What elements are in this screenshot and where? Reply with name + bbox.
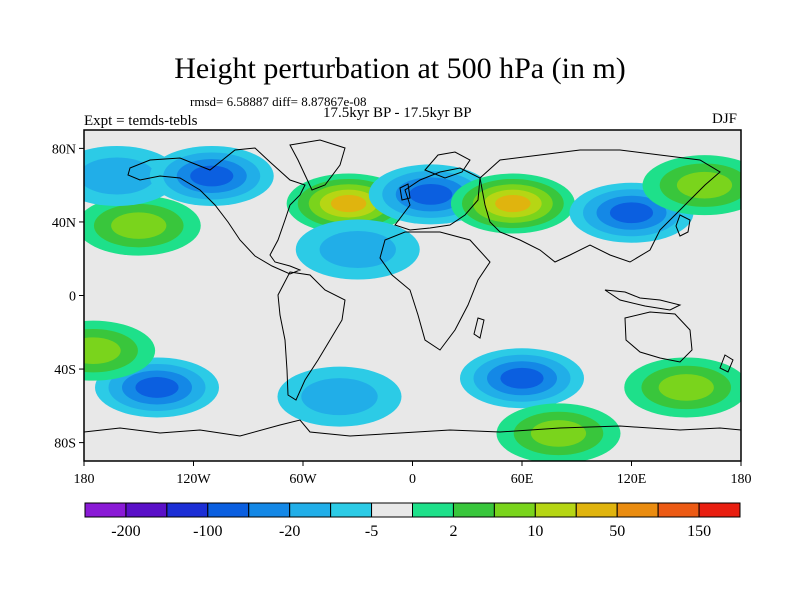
x-tick-label-0: 180 [74,472,95,487]
axes: 180 120W 60W 0 60E 120E 180 80N 40N 0 40S 80S [52,142,752,487]
colorbar-box-5 [289,502,332,518]
x-tick-label-4: 60E [511,472,534,487]
colorbar-box-12 [575,502,618,518]
anomaly-s-australia-high-level-2 [658,374,714,401]
colorbar-label-2: -20 [279,523,300,540]
colorbar-box-9 [452,502,495,518]
colorbar-box-6 [330,502,373,518]
colorbar-box-7 [371,502,413,518]
anomaly-s-indian-low-level-3 [500,367,544,389]
coastline-new-zealand [719,354,734,373]
anomaly-n-canada-low-level-3 [190,165,234,187]
colorbar-box-14 [657,502,700,518]
y-tick-label-3: 40S [54,363,76,378]
anomaly-n-atlantic-low-level-1 [319,231,396,269]
anomaly-n-pacific-band-level-2 [111,212,167,239]
period-label: 17.5kyr BP - 17.5kyr BP [323,105,472,121]
coastline-madagascar [473,317,485,339]
chart-title: Height perturbation at 500 hPa (in m) [174,52,626,85]
colorbar-label-0: -200 [111,523,140,540]
coastline-uk [399,183,411,201]
y-tick-label-4: 80S [54,437,76,452]
coastline-south-america [277,271,346,401]
coastline-greenland [289,139,346,191]
coastline-antarctica [84,419,741,437]
colorbar-box-1 [125,502,168,518]
y-tick-label-2: 0 [69,290,76,305]
colorbar-box-8 [412,502,454,518]
coastline-north-america [127,147,306,275]
colorbar-box-2 [166,502,209,518]
anomaly-s-pacific-low-level-3 [135,377,179,398]
colorbar-box-15 [698,502,741,518]
x-tick-label-5: 120E [617,472,647,487]
x-tick-label-2: 60W [289,472,317,487]
colorbar-box-13 [616,502,659,518]
colorbar-label-6: 50 [609,523,625,540]
anomaly-antarctic-band-level-2 [530,420,587,447]
y-tick-label-0: 80N [52,142,76,157]
colorbar-box-3 [207,502,250,518]
colorbar-label-5: 10 [527,523,543,540]
colorbar-box-0 [84,502,127,518]
colorbar-box-11 [534,502,577,518]
coastline-asia [479,149,721,263]
coastline-scandinavia [424,151,471,179]
y-tick-label-1: 40N [52,216,76,231]
colorbar-label-3: -5 [365,523,378,540]
coastline-australia [624,311,693,363]
x-tick-label-6: 180 [731,472,752,487]
anomaly-s-pacific-high-level-2 [84,337,121,364]
x-tick-label-3: 0 [409,472,416,487]
coastline-indonesia [604,289,682,311]
coastline-africa [379,231,491,351]
anomaly-layer [84,145,741,461]
colorbar-box-10 [493,502,536,518]
anomaly-n-atlantic-high-level-4 [330,194,367,213]
stats-text: rmsd= 6.58887 diff= 8.87867e-08 [190,94,367,109]
coastline-japan [675,214,691,237]
experiment-label: Expt = temds-tebls [84,113,198,129]
anomaly-siberia-high-level-4 [495,194,531,213]
colorbar: -200 -100 -20 -5 2 10 50 150 [84,502,741,540]
x-tick-label-1: 120W [176,472,211,487]
anomaly-aleutian-low-level-1 [84,157,156,195]
colorbar-label-4: 2 [449,523,457,540]
season-label: DJF [712,111,738,127]
anomaly-e-asia-low-level-3 [609,202,654,224]
colorbar-box-4 [248,502,291,518]
anomaly-europe-low-level-3 [409,183,453,205]
anomaly-s-atlantic-low-level-1 [301,378,378,416]
colorbar-label-7: 150 [687,523,711,540]
coastlines [84,139,741,437]
colorbar-label-1: -100 [193,523,222,540]
